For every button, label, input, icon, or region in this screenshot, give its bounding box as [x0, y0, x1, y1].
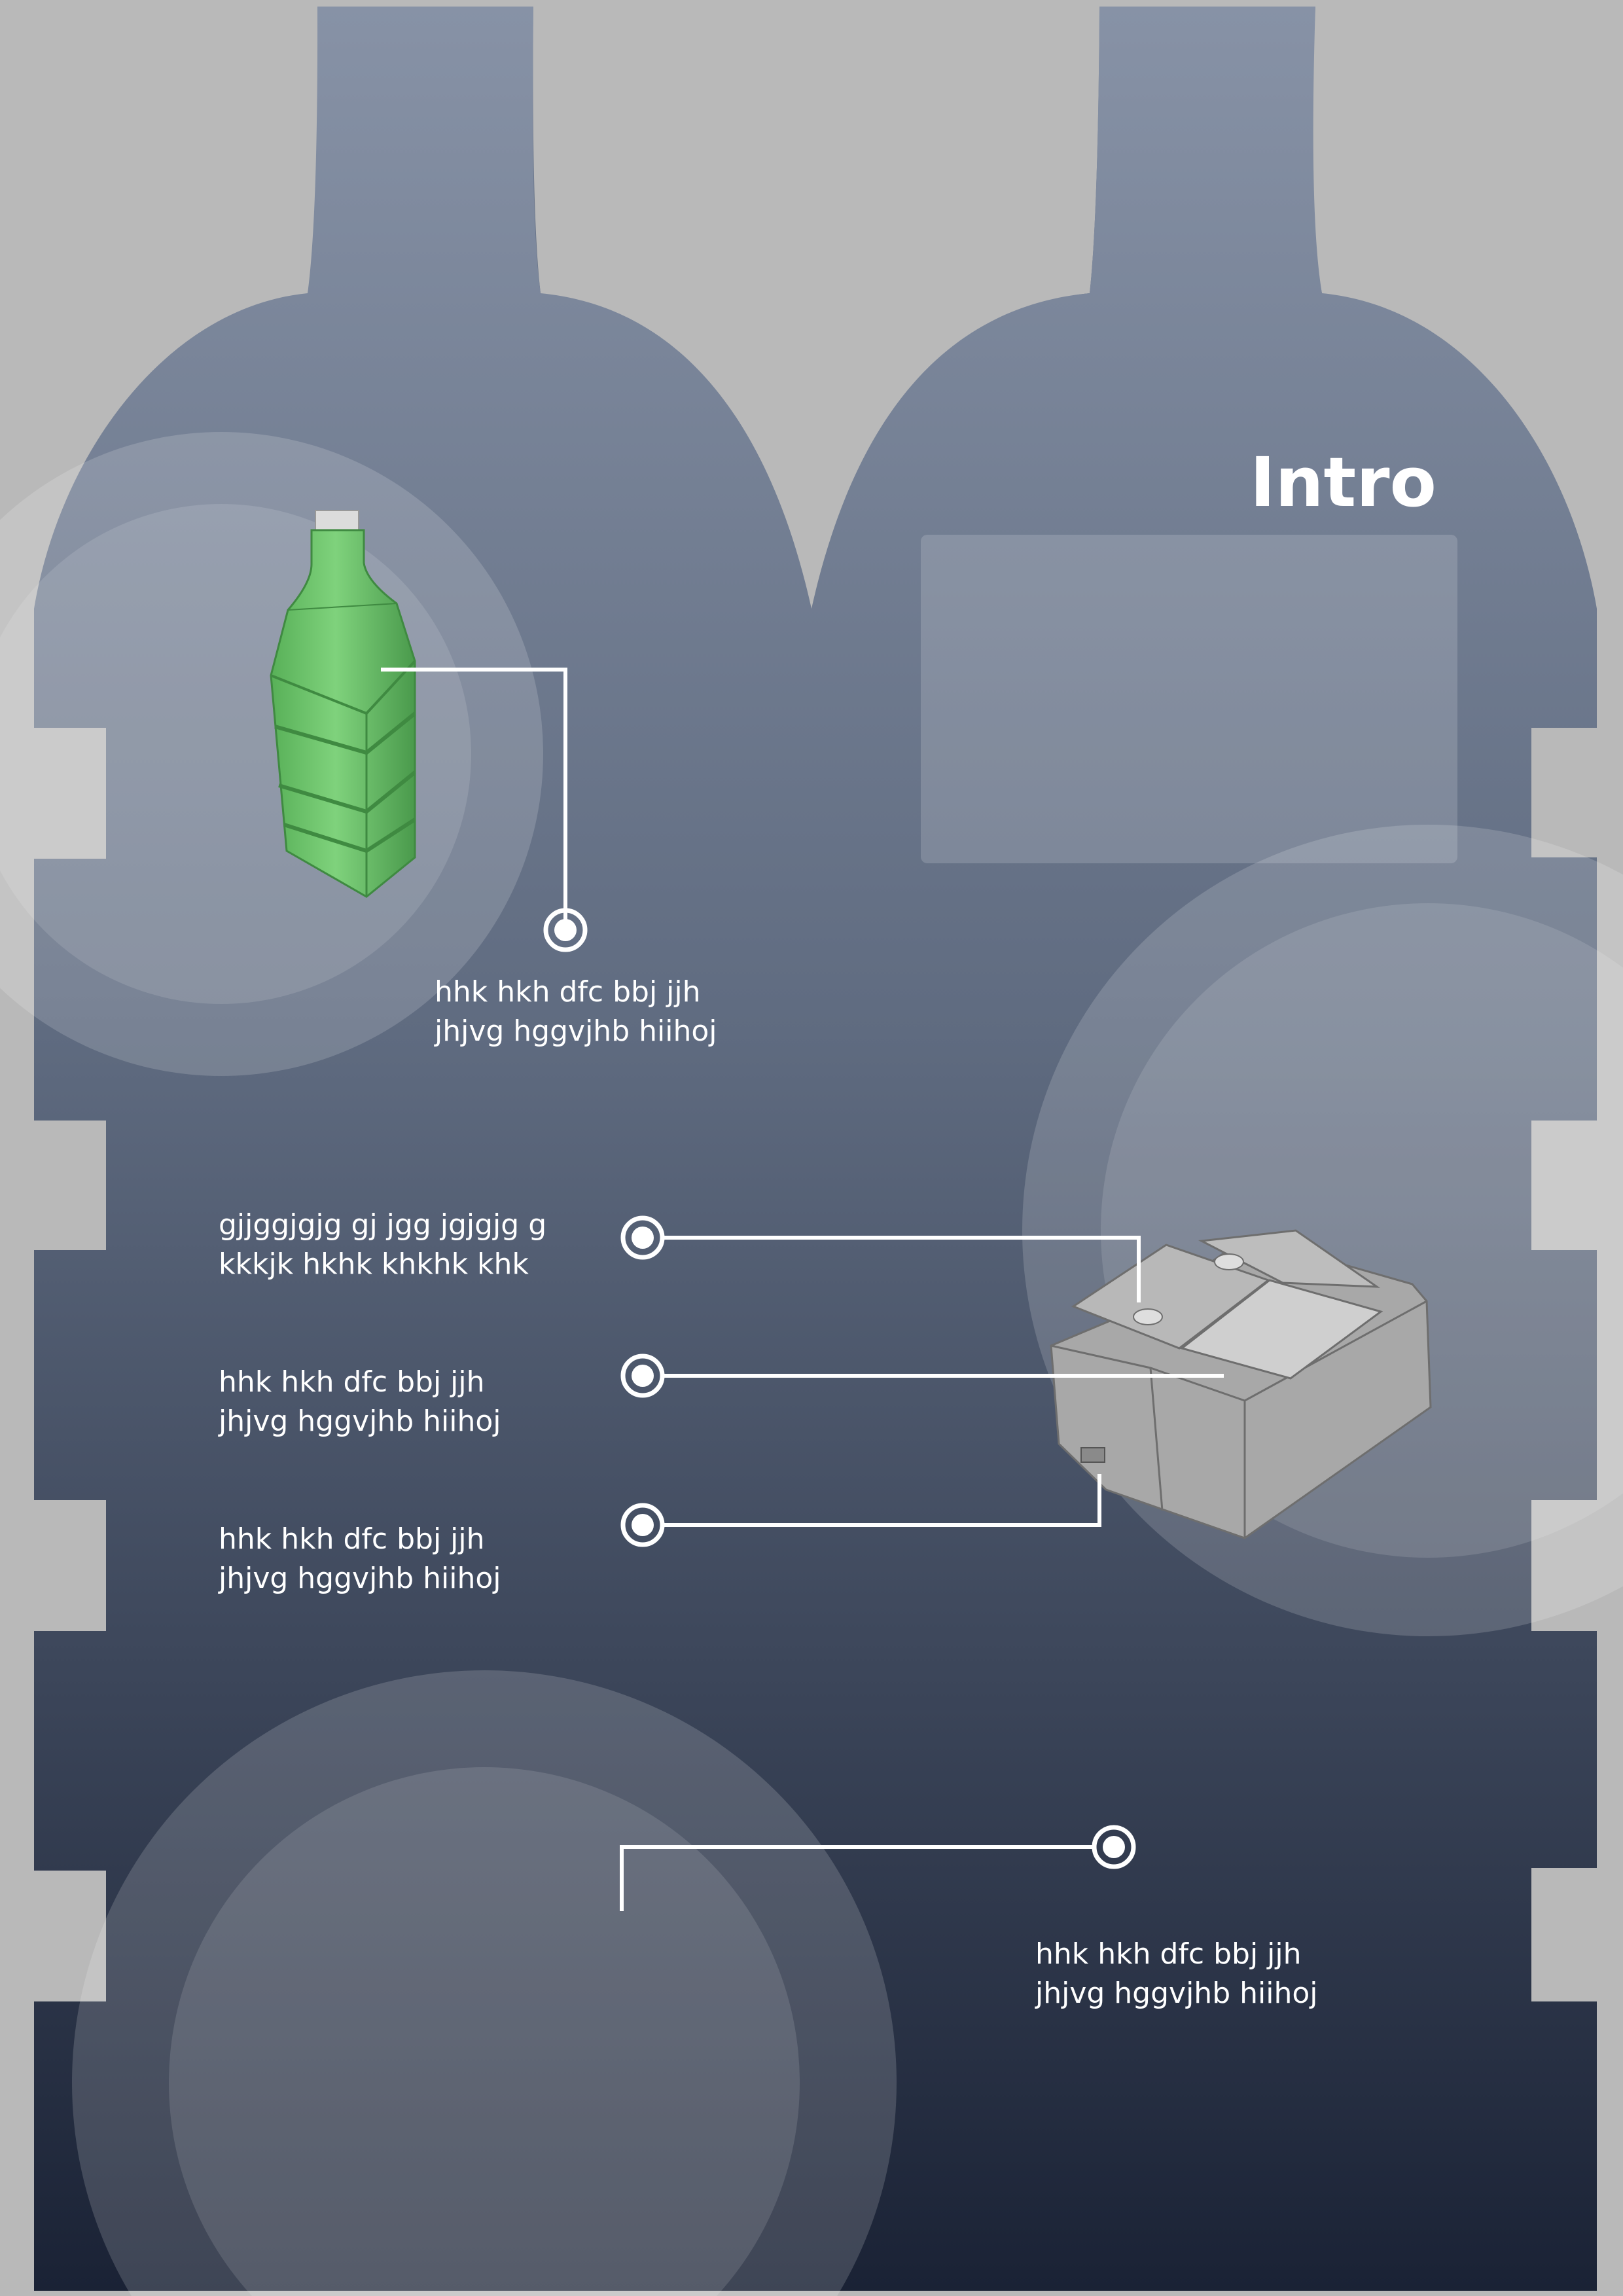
placeholder-box: [921, 535, 1457, 863]
callout-line: jhjvg hggvjhb hiihoj: [435, 1014, 717, 1048]
callout-line: hhk hkh dfc bbj jjh: [219, 1522, 485, 1556]
callout-line: jhjvg hggvjhb hiihoj: [219, 1562, 501, 1595]
callout-marker[interactable]: [620, 1215, 665, 1260]
callout-line: hhk hkh dfc bbj jjh: [435, 975, 701, 1009]
body-shape: [34, 7, 1597, 2291]
callout-line: kkkjk hkhk khkhk khk: [219, 1247, 529, 1281]
callout-label: gjjggjgjg gj jgg jgjgjg g kkkjk hkhk khk…: [219, 1206, 546, 1284]
callout-marker[interactable]: [620, 1503, 665, 1547]
callout-line: jhjvg hggvjhb hiihoj: [219, 1405, 501, 1438]
callout-label: hhk hkh dfc bbj jjh jhjvg hggvjhb hiihoj: [435, 973, 717, 1051]
deco-circle-outer: [0, 432, 543, 1076]
callout-line: jhjvg hggvjhb hiihoj: [1035, 1977, 1318, 2010]
deco-circle-outer: [72, 1670, 897, 2296]
callout-label: hhk hkh dfc bbj jjh jhjvg hggvjhb hiihoj: [219, 1363, 501, 1441]
callout-line: hhk hkh dfc bbj jjh: [219, 1365, 485, 1399]
callout-marker[interactable]: [1092, 1825, 1136, 1869]
callout-marker[interactable]: [620, 1354, 665, 1398]
green-bottle-illustration: [270, 510, 416, 898]
callout-line: gjjggjgjg gj jgg jgjgjg g: [219, 1208, 547, 1242]
callout-marker[interactable]: [543, 908, 588, 952]
connector-lines: [381, 668, 1224, 1911]
callout-label: hhk hkh dfc bbj jjh jhjvg hggvjhb hiihoj: [219, 1520, 501, 1598]
callout-label: hhk hkh dfc bbj jjh jhjvg hggvjhb hiihoj: [1035, 1935, 1317, 2013]
deco-circle-inner: [169, 1767, 800, 2296]
gray-box-illustration: [1050, 1229, 1432, 1539]
page-title: Intro: [1249, 442, 1436, 522]
callout-line: hhk hkh dfc bbj jjh: [1035, 1937, 1302, 1971]
